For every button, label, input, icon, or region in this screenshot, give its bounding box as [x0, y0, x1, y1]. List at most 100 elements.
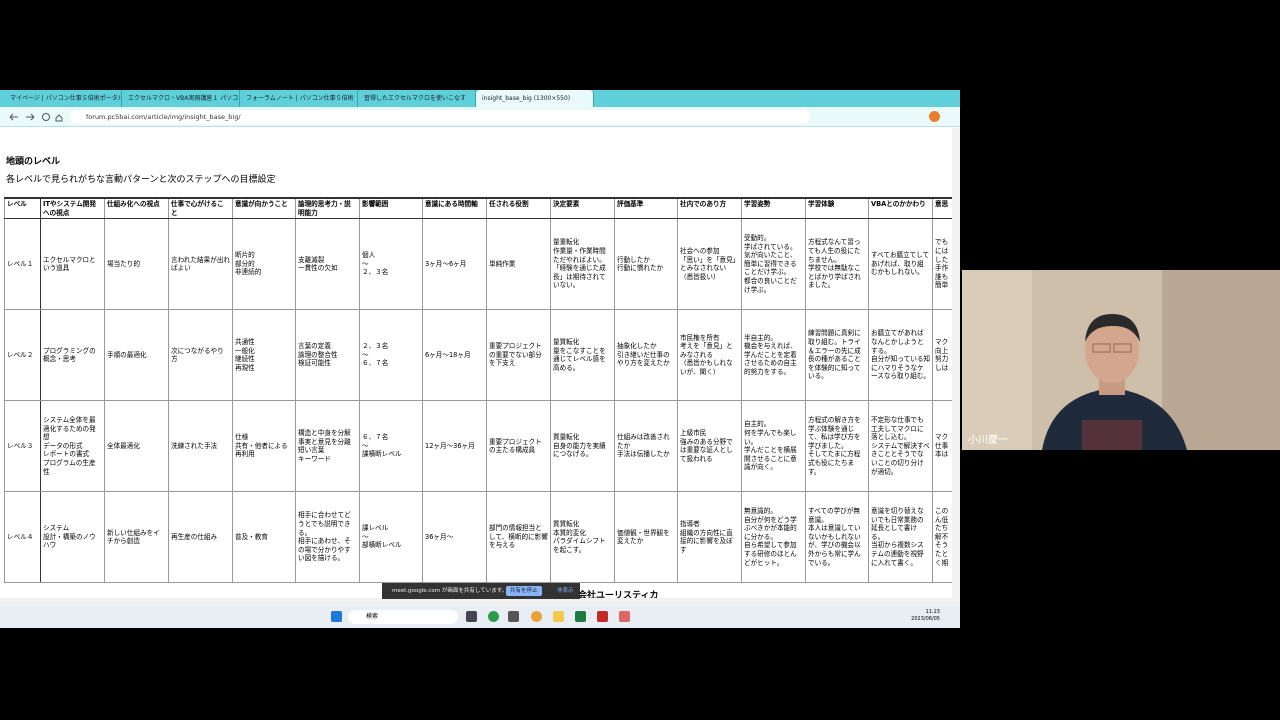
column-header: 論理的思考力・説明能力 [295, 197, 360, 220]
table-cell: 6ヶ月～18ヶ月 [422, 309, 487, 402]
stop-share-button[interactable]: 共有を停止 [506, 586, 542, 596]
table-cell: 方程式なんて習っても人生の役にたちません。 学校では無駄なことばかり学ばされまし… [805, 218, 869, 311]
table-cell: 支離滅裂 一貫性の欠如 [295, 218, 360, 311]
table-cell: 方程式の解き方を学ぶ体験を通じて、私は学び方を学びました。 そしてたまに方程式も… [805, 400, 869, 493]
table-cell: マク 向上 努力 しは [932, 309, 952, 402]
header-row: レベル ITやシステム開発への視点 仕組み化への視点 仕事で心がけること 意識が向かうこ… [4, 197, 952, 220]
taskbar: 検索 11:23 2023/08/05 [0, 606, 960, 628]
column-header: 意識にある時間軸 [422, 197, 487, 220]
table-cell: 3ヶ月～6ヶ月 [422, 218, 487, 311]
table-cell: レベル２ [4, 309, 41, 402]
share-banner: meet.google.com が画面を共有しています。 共有を停止 非表示 [382, 583, 580, 599]
table-cell: でも には した 手作 誰も 簡単 [932, 218, 952, 311]
table-cell: お膳立てがあればなんとかしようとする。 自分が知っている知にハマりそうなケースな… [868, 309, 933, 402]
app-icon[interactable] [575, 611, 586, 622]
tab-bar: マイページ | パソコン仕事５倍術ポータル エクセルマクロ・VBA実務講座１ パソ… [0, 90, 960, 107]
table-cell: 量重転化 作業量・作業時間 ただやればよい。 「経験を通じた成長」は期待されてい… [550, 218, 615, 311]
table-cell: レベル３ [4, 400, 41, 493]
page-title: 地頭のレベル [6, 157, 61, 167]
table-row: レベル３ システム全体を最適化するための発想 データの形式 レポートの書式 プログ… [4, 400, 952, 493]
table-cell: 単純作業 [486, 218, 551, 311]
column-header: 決定要素 [550, 197, 615, 220]
column-header: 学習姿勢 [741, 197, 806, 220]
browser-tab[interactable]: 習得したエクセルマクロを使いこなす [358, 90, 476, 107]
table-row: レベル４ システム 設計・構築のノウハウ 新しい仕組みをイチから創造 再生産の仕組み普… [4, 491, 952, 584]
footer-text: 有限会社ユーリスティカ [560, 591, 659, 598]
table-cell: 半自主的。 機会を与えれば、学んだことを定着させるための自主的努力をする。 [741, 309, 806, 402]
table-cell: すべてお膳立てしてあげれば、取り組むかもしれない。 [868, 218, 933, 311]
table-cell: ６、７名 ～ 課横断レベル [359, 400, 423, 493]
table-cell: 普及・教育 [232, 491, 296, 584]
table-cell: 仕組みは改善されたか 手法は伝播したか [614, 400, 678, 493]
table-cell: 行動したか 行動に慣れたか [614, 218, 678, 311]
table-cell: 自主的。 何を学んでも楽しい。 学んだことを横展開させることに意識が向く。 [741, 400, 806, 493]
table-cell: 上級市民 強みのある分野では重要な証人として扱われる [677, 400, 742, 493]
column-header: レベル [4, 197, 41, 220]
table-cell: 共通性 一般化 継続性 再現性 [232, 309, 296, 402]
table-cell: 練習問題に真剣に取り組む。トライ＆エラーの先に成長の種があることを体験的に知って… [805, 309, 869, 402]
app-icon[interactable] [553, 611, 564, 622]
column-header: 任される役割 [486, 197, 551, 220]
table-cell: 36ヶ月～ [422, 491, 487, 584]
table-cell: レベル４ [4, 491, 41, 584]
table-cell: すべての学びが無意識。 本人は意識していないかもしれないが、学びの機会以外からも… [805, 491, 869, 584]
column-header: 学習体験 [805, 197, 869, 220]
table-cell: 洗練された手法 [168, 400, 233, 493]
column-header: 評価基準 [614, 197, 678, 220]
search-box[interactable]: 検索 [348, 610, 458, 624]
table-cell: 言葉の定義 論理の整合性 検証可能性 [295, 309, 360, 402]
nav-buttons[interactable] [4, 107, 64, 127]
table-cell: 言われた結果が出ればよい [168, 218, 233, 311]
table-cell: 市民権を所有 考えを「意見」とみなされる （悉皆かもしれないが、聞く） [677, 309, 742, 402]
table-cell: 断片的 部分的 非連続的 [232, 218, 296, 311]
h-scrollbar[interactable] [0, 598, 960, 606]
app-icon[interactable] [508, 611, 519, 622]
profile-icon[interactable] [929, 111, 940, 122]
date: 2023/08/05 [911, 616, 940, 622]
scrollbar[interactable] [952, 128, 960, 598]
shared-screen: マイページ | パソコン仕事５倍術ポータル エクセルマクロ・VBA実務講座１ パソ… [0, 90, 960, 628]
app-icon[interactable] [488, 611, 499, 622]
table-cell: 価値観・世界観を変えたか [614, 491, 678, 584]
browser-tab[interactable]: エクセルマクロ・VBA実務講座１ パソコ [122, 90, 240, 107]
time: 11:23 [925, 609, 940, 615]
table-row: レベル１ エクセルマクロという道具 場当たり的 言われた結果が出ればよい 断片的 部分的… [4, 218, 952, 311]
column-header: 仕事で心がけること [168, 197, 233, 220]
clock[interactable]: 11:23 2023/08/05 [900, 609, 940, 623]
table-cell: 意識を切り替えないでも日常業務の延長として書ける。 当初から複数システムの連動を… [868, 491, 933, 584]
url-field[interactable]: forum.pc5bai.com/article/img/insight_bas… [70, 110, 810, 124]
level-table: レベル ITやシステム開発への視点 仕組み化への視点 仕事で心がけること 意識が向かうこ… [4, 197, 952, 584]
table-cell: 重要プロジェクトの主たる構成員 [486, 400, 551, 493]
browser-tab[interactable]: フォーラムノート | パソコン仕事５倍術 [240, 90, 358, 107]
table-cell: 全体最適化 [104, 400, 169, 493]
app-icon[interactable] [531, 611, 542, 622]
table-cell: レベル１ [4, 218, 41, 311]
hide-button[interactable]: 非表示 [557, 588, 574, 594]
app-icon[interactable] [597, 611, 608, 622]
table-cell: 受動的。 学ばされている。 気が向いたこと、簡単に習得できることだけ学ぶ。 都合… [741, 218, 806, 311]
table-cell: 質量転化 自身の能力を実績につなげる。 [550, 400, 615, 493]
table-cell: エクセルマクロという道具 [40, 218, 105, 311]
table-cell: この ん低 たち 解不 そう たと く期 [932, 491, 952, 584]
address-bar: forum.pc5bai.com/article/img/insight_bas… [0, 107, 960, 127]
column-header: 意思 [932, 197, 952, 220]
table-cell: システム 設計・構築のノウハウ [40, 491, 105, 584]
page-content: 地頭のレベル 各レベルで見られがちな言動パターンと次のステップへの目標設定 レベ… [0, 128, 952, 598]
table-cell: 量質転化 量をこなすことを通じてレベル感を高める。 [550, 309, 615, 402]
table-cell: 個人 ～ ２、３名 [359, 218, 423, 311]
browser-tab[interactable]: マイページ | パソコン仕事５倍術ポータル [4, 90, 122, 107]
table-cell: マク 仕事 本は [932, 400, 952, 493]
app-icon[interactable] [466, 611, 477, 622]
table-cell: 不定形な仕事でも工夫してマクロに落とし込む。 システムで解決すべきこととそうでな… [868, 400, 933, 493]
start-button[interactable] [331, 611, 342, 622]
table-cell: システム全体を最適化するための発想 データの形式 レポートの書式 プログラムの生… [40, 400, 105, 493]
table-cell: 抽象化したか 引き継いだ仕事のやり方を変えたか [614, 309, 678, 402]
browser-tab[interactable]: insight_base_big (1300×550) [476, 90, 594, 107]
participant-video: 小川慶一 [962, 270, 1280, 450]
table-cell: 課レベル ～ 部横断レベル [359, 491, 423, 584]
table-cell: 新しい仕組みをイチから創造 [104, 491, 169, 584]
table-cell: ２、３名 ～ ６、７名 [359, 309, 423, 402]
table-cell: 質質転化 本質的変化 パラダイムシフトを起こす。 [550, 491, 615, 584]
app-icon[interactable] [619, 611, 630, 622]
column-header: VBAとのかかわり [868, 197, 933, 220]
